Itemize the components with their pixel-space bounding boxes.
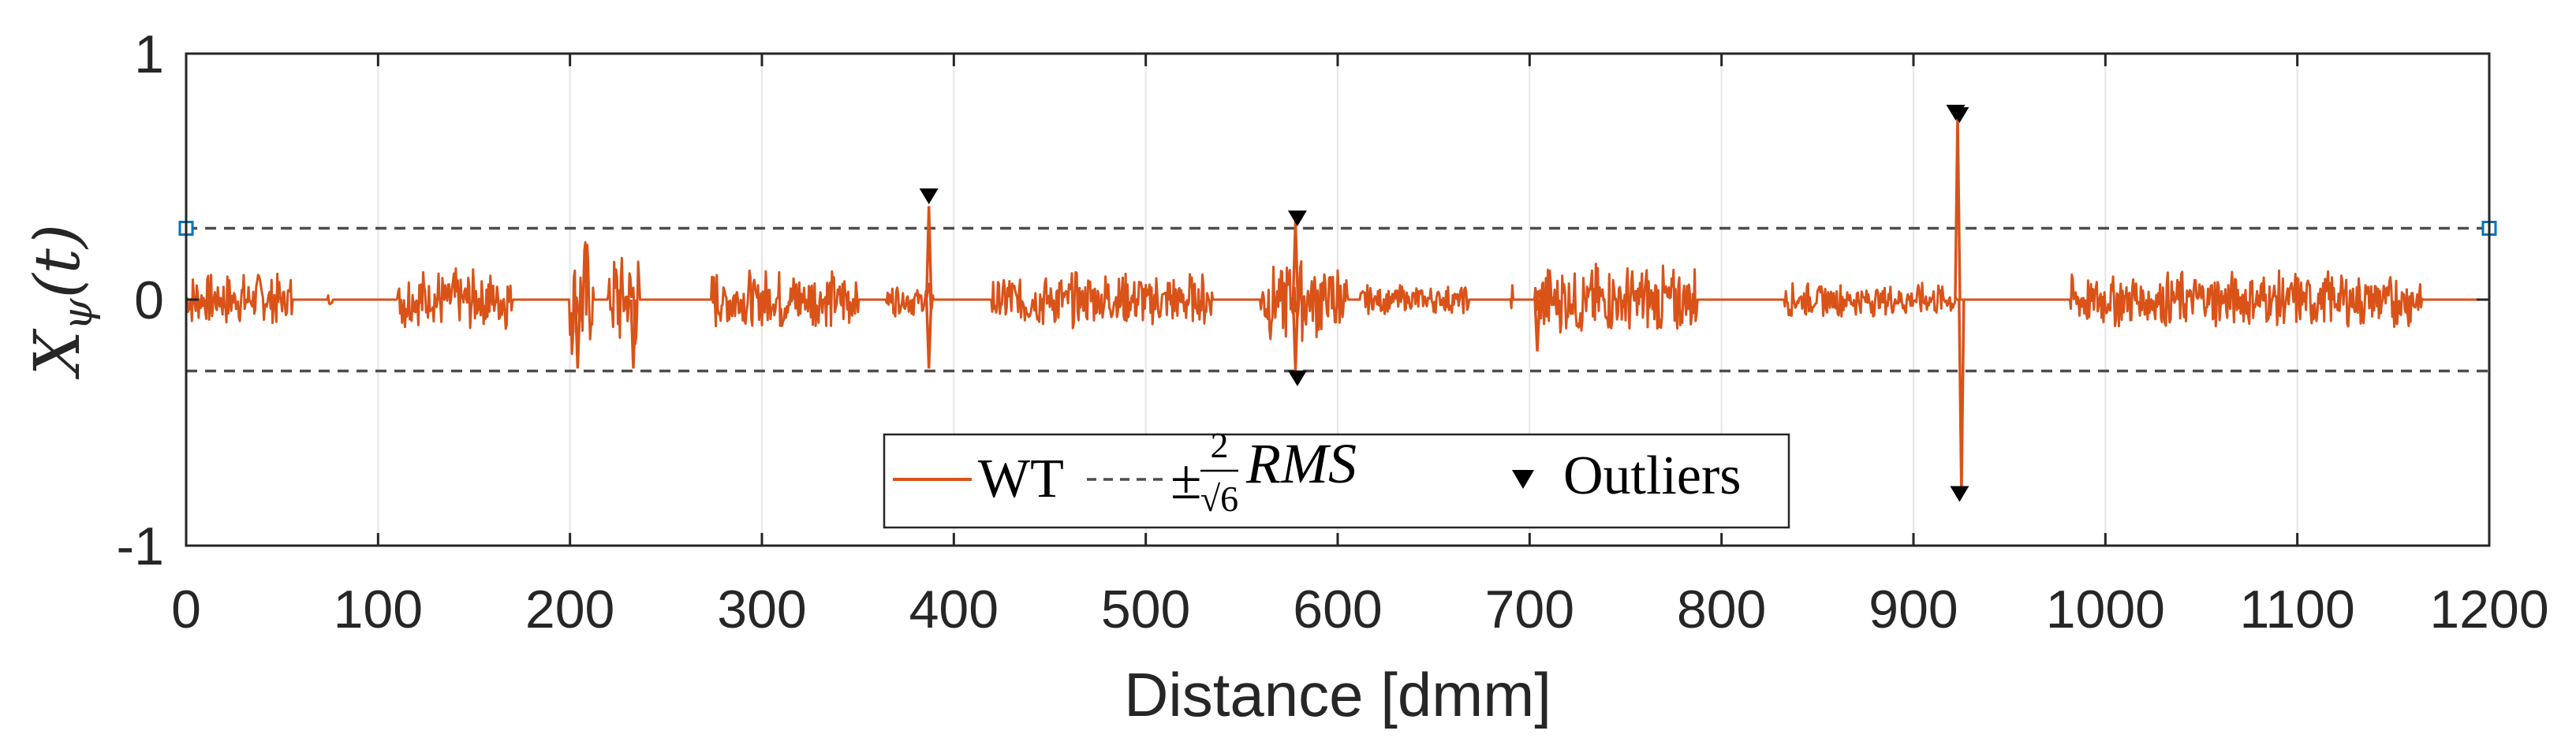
x-tick-label: 100 <box>334 580 423 639</box>
x-tick-label: 600 <box>1293 580 1382 639</box>
y-tick-label: 1 <box>134 24 164 84</box>
y-axis-title-sub: ψ <box>54 297 102 330</box>
outlier-layer <box>919 104 1969 502</box>
legend: WT ± 2 √6 RMS Outliers <box>883 425 1790 529</box>
outlier-marker <box>1287 211 1307 227</box>
wt-spike <box>573 299 582 369</box>
outlier-marker <box>1950 486 1969 502</box>
wt-spike <box>1533 299 1541 352</box>
x-tick-label: 200 <box>525 580 614 639</box>
legend-box <box>883 433 1790 529</box>
outlier-marker <box>1287 370 1307 386</box>
x-tick-label: 800 <box>1677 580 1766 639</box>
legend-outlier-swatch <box>1512 470 1534 489</box>
legend-rms-denominator: √6 <box>1200 479 1238 519</box>
x-axis-title: Distance [dmm] <box>1124 660 1551 729</box>
x-tick-label: 700 <box>1485 580 1574 639</box>
tick-layer: 0 100 200 300 400 500 600 700 800 900 1000 1100 1200… <box>117 24 2549 639</box>
x-tick-label: 0 <box>171 580 201 639</box>
x-tick-label: 1200 <box>2429 580 2548 639</box>
x-tick-label: 300 <box>717 580 806 639</box>
legend-rms-label: RMS <box>1245 432 1357 495</box>
x-tick-label: 900 <box>1869 580 1958 639</box>
legend-rms-numerator: 2 <box>1211 425 1229 465</box>
threshold-layer <box>186 226 2489 373</box>
legend-wt-label: WT <box>978 449 1064 509</box>
svg-text:Xψ(t): Xψ(t) <box>21 224 102 380</box>
x-tick-label: 500 <box>1101 580 1190 639</box>
series-layer <box>185 114 2490 494</box>
wt-spike <box>924 206 933 300</box>
outlier-marker <box>1950 107 1969 123</box>
legend-rms-pm: ± <box>1170 448 1202 511</box>
wt-series-line <box>185 240 2490 356</box>
wt-spike <box>629 299 637 369</box>
x-tick-label: 1000 <box>2046 580 2165 639</box>
x-tick-label: 400 <box>909 580 999 639</box>
y-tick-label: 0 <box>134 270 164 330</box>
y-tick-label: -1 <box>117 516 164 576</box>
legend-outliers-label: Outliers <box>1563 445 1742 506</box>
y-axis-title-arg: (t) <box>21 224 94 299</box>
wt-spike <box>924 299 933 369</box>
x-tick-label: 1100 <box>2240 580 2355 639</box>
y-axis-title-base: X <box>21 328 94 380</box>
outlier-marker <box>919 188 939 204</box>
y-axis-title: Xψ(t) <box>21 224 102 380</box>
